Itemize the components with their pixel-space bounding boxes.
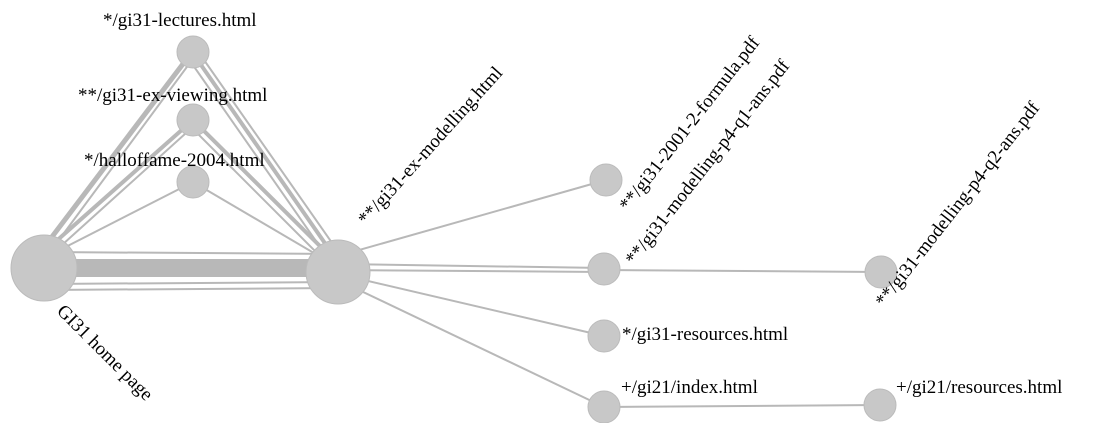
edge-ex-modelling-halloffame (192, 181, 337, 267)
edge-p4q1-p4q2 (603, 269, 882, 273)
node-lectures[interactable] (176, 35, 210, 69)
edge-home-ex-modelling-thin (44, 281, 339, 285)
node-p4q1[interactable] (587, 252, 621, 286)
label-ex-viewing[interactable]: **/gi31-ex-viewing.html (78, 85, 267, 106)
label-home[interactable]: GI31 home page (52, 301, 156, 405)
edge-gi21-index-gi21-resources (603, 404, 881, 408)
edge-ex-modelling-ex-viewing (189, 125, 331, 267)
edge-home-lectures (49, 55, 196, 253)
edge-home-ex-modelling-thin (44, 251, 339, 255)
label-gi21-index[interactable]: +/gi21/index.html (621, 377, 758, 398)
edge-home-ex-modelling-thin (44, 287, 339, 291)
node-halloffame[interactable] (176, 165, 210, 199)
edge-home-halloffame (47, 181, 194, 257)
node-formula[interactable] (589, 163, 623, 197)
edge-ex-modelling-resources (337, 273, 605, 337)
edge-ex-modelling-lectures (190, 50, 340, 264)
edge-home-lectures (40, 50, 194, 252)
edge-ex-modelling-ex-viewing (191, 118, 338, 264)
node-ex-modelling[interactable] (305, 239, 371, 305)
node-home[interactable] (10, 234, 78, 302)
node-resources[interactable] (587, 319, 621, 353)
label-lectures[interactable]: */gi31-lectures.html (103, 10, 257, 31)
label-gi21-resources[interactable]: +/gi21/resources.html (896, 377, 1062, 398)
edge-ex-modelling-gi21-index (337, 279, 605, 408)
label-resources[interactable]: */gi31-resources.html (622, 324, 788, 345)
node-gi21-index[interactable] (587, 390, 621, 423)
label-ex-modelling[interactable]: **/gi31-ex-modelling.html (354, 63, 507, 230)
graph-edges (40, 49, 882, 408)
edge-ex-modelling-formula (337, 179, 607, 257)
label-p4q2[interactable]: **/gi31-modelling-p4-q2-ans.pdf (871, 98, 1044, 311)
node-ex-viewing[interactable] (176, 103, 210, 137)
graph-nodes (10, 35, 898, 423)
edge-ex-modelling-lectures (187, 57, 333, 265)
edge-ex-modelling-lectures (196, 49, 345, 261)
node-p4q2[interactable] (864, 255, 898, 289)
node-gi21-resources[interactable] (863, 388, 897, 422)
edge-ex-modelling-p4q1 (337, 263, 605, 269)
edge-ex-modelling-p4q1 (337, 269, 605, 273)
edge-home-ex-viewing (51, 123, 197, 255)
label-halloffame[interactable]: */halloffame-2004.html (84, 150, 265, 171)
edge-home-ex-viewing (42, 118, 195, 254)
